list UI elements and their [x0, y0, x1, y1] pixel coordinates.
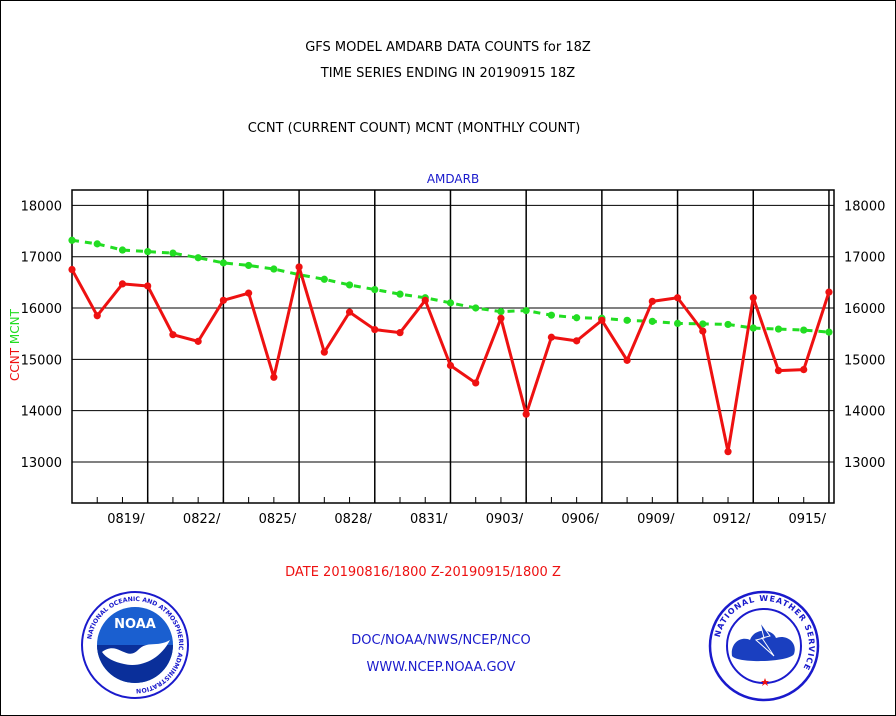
data-point-ccnt: [598, 316, 606, 324]
x-tick-label: 0915/: [788, 512, 826, 527]
data-point-ccnt: [522, 410, 530, 418]
data-point-ccnt: [245, 289, 253, 297]
data-point-ccnt: [573, 337, 581, 345]
data-point-ccnt: [194, 337, 202, 345]
data-point-mcnt: [749, 324, 757, 332]
org-label: DOC/NOAA/NWS/NCEP/NCO: [351, 633, 531, 648]
data-point-mcnt: [320, 275, 328, 283]
data-point-ccnt: [749, 294, 757, 302]
x-tick-label: 0831/: [410, 512, 448, 527]
nws-logo: NATIONAL WEATHER SERVICE: [708, 590, 820, 702]
data-point-ccnt: [144, 282, 152, 290]
data-point-mcnt: [219, 259, 227, 267]
data-point-ccnt: [396, 329, 404, 337]
data-point-ccnt: [118, 280, 127, 288]
y-tick-label-right: 15000: [844, 353, 885, 368]
data-point-mcnt: [825, 328, 833, 336]
data-point-ccnt: [547, 333, 556, 341]
date-range-label: DATE 20190816/1800 Z-20190915/1800 Z: [285, 565, 561, 580]
data-point-ccnt: [825, 288, 833, 296]
amdarb-line-chart: AMDARB 13000 13000 14000 14000 15000 15000 1600…: [8, 172, 885, 527]
noaa-logo-text: NOAA: [114, 617, 156, 632]
x-tick-label: 0909/: [637, 512, 675, 527]
data-point-mcnt: [800, 326, 808, 334]
data-point-ccnt: [345, 308, 354, 316]
x-tick-label: 0825/: [259, 512, 297, 527]
data-point-mcnt: [270, 265, 278, 273]
y-axis-label-mcnt: MCNT: [8, 308, 22, 344]
data-point-ccnt: [421, 296, 429, 304]
y-tick-label-right: 13000: [844, 456, 885, 471]
data-point-ccnt: [295, 263, 303, 271]
data-point-mcnt: [522, 306, 530, 315]
x-tick-label: 0903/: [486, 512, 524, 527]
data-point-ccnt: [446, 361, 455, 370]
noaa-logo: NOAA NATIONAL OCEANIC AND ATMOSPHERIC AD…: [81, 591, 189, 699]
y-axis-label-ccnt: CCNT: [8, 344, 22, 381]
data-point-mcnt: [648, 317, 656, 325]
y-tick-label-right: 17000: [844, 251, 885, 266]
chart-title-line1: GFS MODEL AMDARB DATA COUNTS for 18Z: [305, 40, 591, 55]
data-point-mcnt: [446, 299, 455, 307]
data-point-mcnt: [699, 320, 707, 328]
y-tick-label-left: 14000: [21, 405, 62, 420]
data-point-ccnt: [472, 379, 480, 387]
data-point-mcnt: [371, 285, 379, 294]
data-point-ccnt: [270, 373, 278, 381]
data-point-ccnt: [724, 448, 732, 456]
data-point-ccnt: [800, 365, 808, 374]
plot-area: [71, 189, 835, 504]
y-tick-label-left: 17000: [21, 251, 62, 266]
data-point-mcnt: [573, 314, 581, 322]
data-point-ccnt: [68, 265, 76, 274]
y-tick-label-right: 16000: [844, 302, 885, 317]
y-tick-label-left: 13000: [21, 456, 62, 471]
data-point-ccnt: [699, 327, 707, 335]
data-point-ccnt: [320, 348, 328, 356]
data-point-ccnt: [169, 331, 177, 339]
data-point-mcnt: [245, 261, 253, 270]
data-point-mcnt: [194, 254, 202, 262]
chart-title-line2: TIME SERIES ENDING IN 20190915 18Z: [320, 66, 576, 81]
data-point-ccnt: [497, 314, 505, 322]
data-point-mcnt: [774, 325, 783, 333]
data-point-mcnt: [497, 308, 505, 316]
y-tick-label-left: 15000: [21, 353, 62, 368]
data-point-mcnt: [724, 320, 732, 329]
y-tick-label-right: 14000: [844, 405, 885, 420]
x-tick-label: 0912/: [713, 512, 751, 527]
website-label: WWW.NCEP.NOAA.GOV: [366, 660, 516, 675]
data-point-ccnt: [648, 297, 656, 305]
data-point-ccnt: [93, 312, 101, 320]
data-point-mcnt: [673, 319, 682, 328]
data-point-ccnt: [623, 356, 631, 364]
data-point-mcnt: [396, 290, 404, 298]
data-point-mcnt: [68, 236, 76, 244]
data-point-ccnt: [219, 296, 227, 304]
x-tick-label: 0828/: [334, 512, 372, 527]
data-point-mcnt: [144, 247, 152, 256]
data-point-ccnt: [371, 325, 379, 334]
y-axis-label: CCNT MCNT: [8, 308, 22, 381]
data-point-mcnt: [345, 281, 354, 289]
data-point-mcnt: [118, 246, 127, 254]
data-point-mcnt: [547, 311, 556, 319]
data-point-mcnt: [472, 304, 480, 312]
data-point-mcnt: [93, 240, 101, 248]
chart-title-line3: CCNT (CURRENT COUNT) MCNT (MONTHLY COUNT…: [247, 121, 581, 136]
y-tick-label-left: 18000: [21, 199, 62, 214]
chart-subtitle: AMDARB: [427, 172, 479, 186]
data-point-mcnt: [169, 249, 177, 257]
data-point-mcnt: [623, 316, 631, 324]
y-tick-label-left: 16000: [21, 302, 62, 317]
x-tick-label: 0906/: [561, 512, 599, 527]
x-tick-label: 0819/: [107, 512, 145, 527]
y-tick-label-right: 18000: [844, 199, 885, 214]
data-point-ccnt: [673, 294, 682, 302]
x-tick-label: 0822/: [183, 512, 221, 527]
data-point-ccnt: [774, 367, 783, 375]
